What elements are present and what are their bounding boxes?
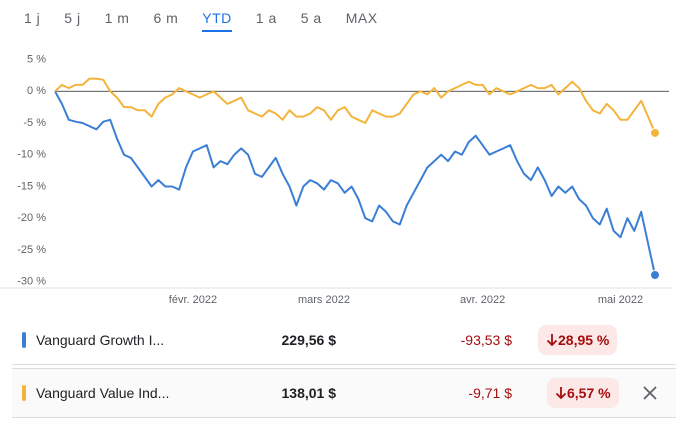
y-tick-label: -25 % (17, 244, 46, 256)
y-tick-label: 0 % (27, 85, 46, 97)
chart: 5 % 0 % -5 % -10 % -15 % -20 % -25 % -30 % févr.… (0, 53, 672, 306)
line-series (54, 77, 656, 134)
y-tick-label: -10 % (17, 149, 46, 161)
color-marker (22, 332, 26, 348)
change: -9,71 $ (468, 385, 512, 401)
range-tab[interactable]: 1 m (104, 10, 130, 26)
range-tab[interactable]: MAX (345, 10, 378, 26)
end-point (650, 269, 660, 280)
y-tick-label: -5 % (23, 117, 46, 129)
x-tick-label: avr. 2022 (460, 294, 505, 306)
y-tick-label: -20 % (17, 212, 46, 224)
range-tab[interactable]: 5 j (64, 10, 81, 26)
range-tab[interactable]: 5 a (300, 10, 322, 26)
range-tab[interactable]: YTD (202, 6, 232, 32)
row: Vanguard Growth I... 229,56 $ -93,53 $ 2… (12, 316, 676, 365)
change-pct: 28,95 % (538, 325, 618, 355)
y-tick-label: -15 % (17, 180, 46, 192)
range-tab[interactable]: 1 a (255, 10, 277, 26)
end-point (650, 127, 660, 138)
line-series (54, 90, 656, 276)
x-tick-label: mars 2022 (298, 294, 350, 306)
price: 229,56 $ (281, 332, 337, 348)
down-arrow (555, 387, 567, 400)
change-pct: 6,57 % (547, 378, 619, 408)
color-marker (22, 385, 26, 401)
range-tabs: 1 j 5 j 1 m 6 m YTD 1 a 5 a MAX (0, 6, 378, 32)
name: Vanguard Value Ind... (36, 385, 170, 401)
y-tick-label: -30 % (17, 276, 46, 288)
remove-button[interactable] (642, 385, 658, 401)
down-arrow (546, 334, 558, 347)
range-tab[interactable]: 1 j (24, 10, 41, 26)
name: Vanguard Growth I... (36, 332, 165, 348)
pct-text: 28,95 % (558, 332, 610, 348)
range-tab[interactable]: 6 m (153, 10, 179, 26)
change: -93,53 $ (460, 332, 512, 348)
row: Vanguard Value Ind... 138,01 $ -9,71 $ 6… (12, 368, 676, 418)
price: 138,01 $ (281, 385, 337, 401)
y-tick-label: 5 % (27, 53, 46, 65)
x-tick-label: mai 2022 (598, 294, 643, 306)
pct-text: 6,57 % (567, 385, 611, 401)
x-tick-label: févr. 2022 (169, 294, 217, 306)
